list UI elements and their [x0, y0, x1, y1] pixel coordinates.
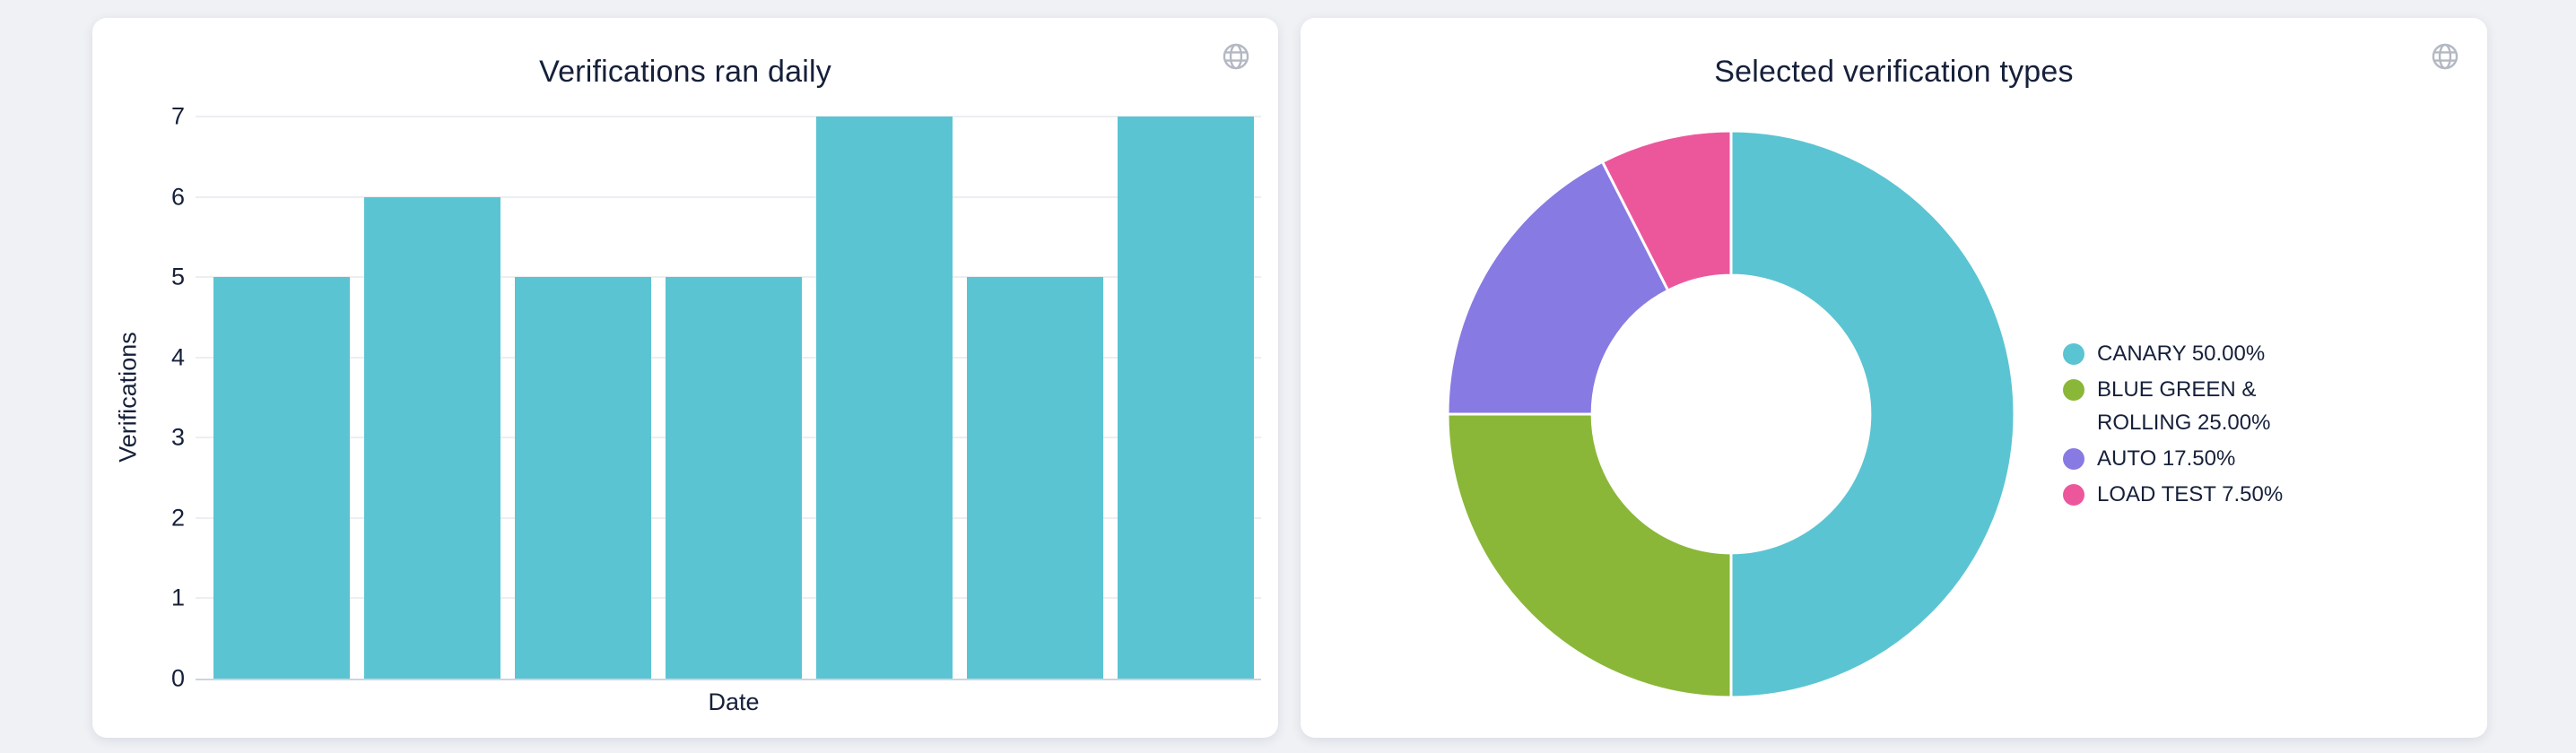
legend-marker-icon [2063, 484, 2084, 506]
bar[interactable] [666, 277, 802, 679]
gridline [196, 116, 1261, 117]
y-tick-label: 7 [170, 102, 185, 130]
y-tick-label: 0 [170, 664, 185, 692]
legend-item-load-test[interactable]: LOAD TEST 7.50% [2063, 478, 2359, 511]
x-axis-label: Date [708, 688, 760, 715]
y-tick-label: 2 [170, 504, 185, 532]
legend-label: CANARY 50.00% [2097, 342, 2266, 366]
y-tick-label: 1 [170, 584, 185, 611]
bar[interactable] [364, 196, 500, 679]
bar[interactable] [816, 117, 953, 679]
donut-legend: CANARY 50.00% BLUE GREEN & ROLLING 25.00%… [2063, 337, 2359, 514]
verification-types-card: Selected verification types CANARY 50.00… [1301, 18, 2487, 738]
bar[interactable] [967, 277, 1103, 679]
globe-icon[interactable] [2430, 41, 2460, 72]
legend-item-auto[interactable]: AUTO 17.50% [2063, 442, 2359, 475]
legend-marker-icon [2063, 379, 2084, 401]
legend-label: AUTO 17.50% [2097, 446, 2236, 471]
bar[interactable] [213, 277, 350, 679]
x-axis-line [196, 679, 1261, 680]
donut-slice-load-test[interactable] [1600, 129, 1733, 293]
y-tick-label: 3 [170, 423, 185, 451]
y-tick-label: 5 [170, 263, 185, 290]
gridline [196, 195, 1261, 198]
legend-label: LOAD TEST 7.50% [2097, 482, 2284, 506]
donut-slice-auto[interactable] [1446, 160, 1670, 416]
globe-icon[interactable] [1221, 41, 1251, 72]
donut-chart [1446, 129, 2016, 699]
y-tick-label: 6 [170, 183, 185, 211]
legend-item-blue-green-rolling[interactable]: BLUE GREEN & ROLLING 25.00% [2063, 373, 2359, 439]
y-tick-label: 4 [170, 343, 185, 371]
gridline [196, 276, 1261, 279]
donut-slice-blue-green-rolling[interactable] [1446, 412, 1733, 699]
bar[interactable] [515, 277, 651, 679]
bar[interactable] [1118, 117, 1254, 679]
legend-marker-icon [2063, 343, 2084, 365]
legend-item-canary[interactable]: CANARY 50.00% [2063, 337, 2359, 370]
bar-chart-title: Verifications ran daily [539, 55, 831, 89]
bar-plot-area [196, 116, 1261, 680]
donut-slice-canary[interactable] [1729, 129, 2016, 699]
donut-chart-title: Selected verification types [1714, 55, 2074, 89]
legend-label: BLUE GREEN & ROLLING 25.00% [2097, 377, 2271, 435]
legend-marker-icon [2063, 448, 2084, 470]
